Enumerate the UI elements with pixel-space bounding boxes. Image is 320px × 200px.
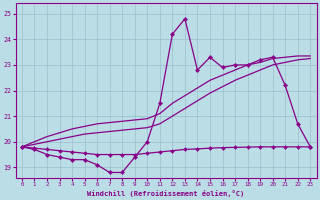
X-axis label: Windchill (Refroidissement éolien,°C): Windchill (Refroidissement éolien,°C) bbox=[87, 190, 245, 197]
